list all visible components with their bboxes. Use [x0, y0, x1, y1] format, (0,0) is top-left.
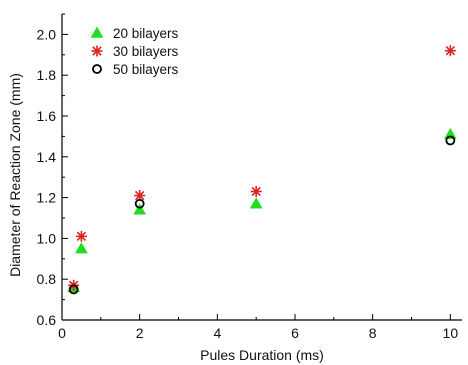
data-point [68, 284, 79, 295]
y-tick-label: 2.0 [37, 26, 57, 42]
y-tick-label: 1.4 [37, 149, 57, 165]
y-tick-label: 0.6 [37, 312, 57, 328]
y-tick-label: 1.2 [37, 190, 57, 206]
data-points [67, 45, 457, 295]
legend: 20 bilayers 30 bilayers 50 bilayers [90, 26, 179, 77]
legend-label: 30 bilayers [113, 44, 179, 59]
x-tick-label: 4 [213, 325, 221, 341]
x-tick-label: 10 [443, 325, 459, 341]
y-tick-label: 1.6 [37, 108, 57, 124]
data-point [133, 203, 147, 215]
data-point [443, 127, 457, 140]
data-point [249, 197, 263, 209]
legend-marker [91, 45, 103, 57]
legend-marker [90, 26, 104, 38]
y-axis-label: Diameter of Reaction Zone (mm) [7, 73, 23, 277]
legend-label: 20 bilayers [113, 26, 179, 41]
y-tick-label: 1.0 [37, 230, 57, 246]
y-tick-label: 1.8 [37, 67, 57, 83]
data-point [75, 230, 87, 242]
data-point [250, 185, 262, 197]
x-tick-label: 8 [369, 325, 377, 341]
legend-marker [92, 64, 102, 74]
data-point [444, 45, 456, 57]
legend-label: 50 bilayers [113, 62, 179, 77]
data-point [134, 198, 145, 209]
data-point [74, 242, 88, 254]
x-tick-label: 0 [58, 325, 66, 341]
axes [61, 14, 462, 321]
x-tick-label: 6 [291, 325, 299, 341]
x-tick-label: 2 [136, 325, 144, 341]
x-axis-label: Pules Duration (ms) [200, 347, 324, 363]
data-point [445, 135, 456, 146]
axis-ticks: 0 2 4 6 8 10 0.6 0.8 1.0 1.2 1.4 1.6 1.8 2.0 [37, 13, 459, 341]
y-tick-label: 0.8 [37, 271, 57, 287]
